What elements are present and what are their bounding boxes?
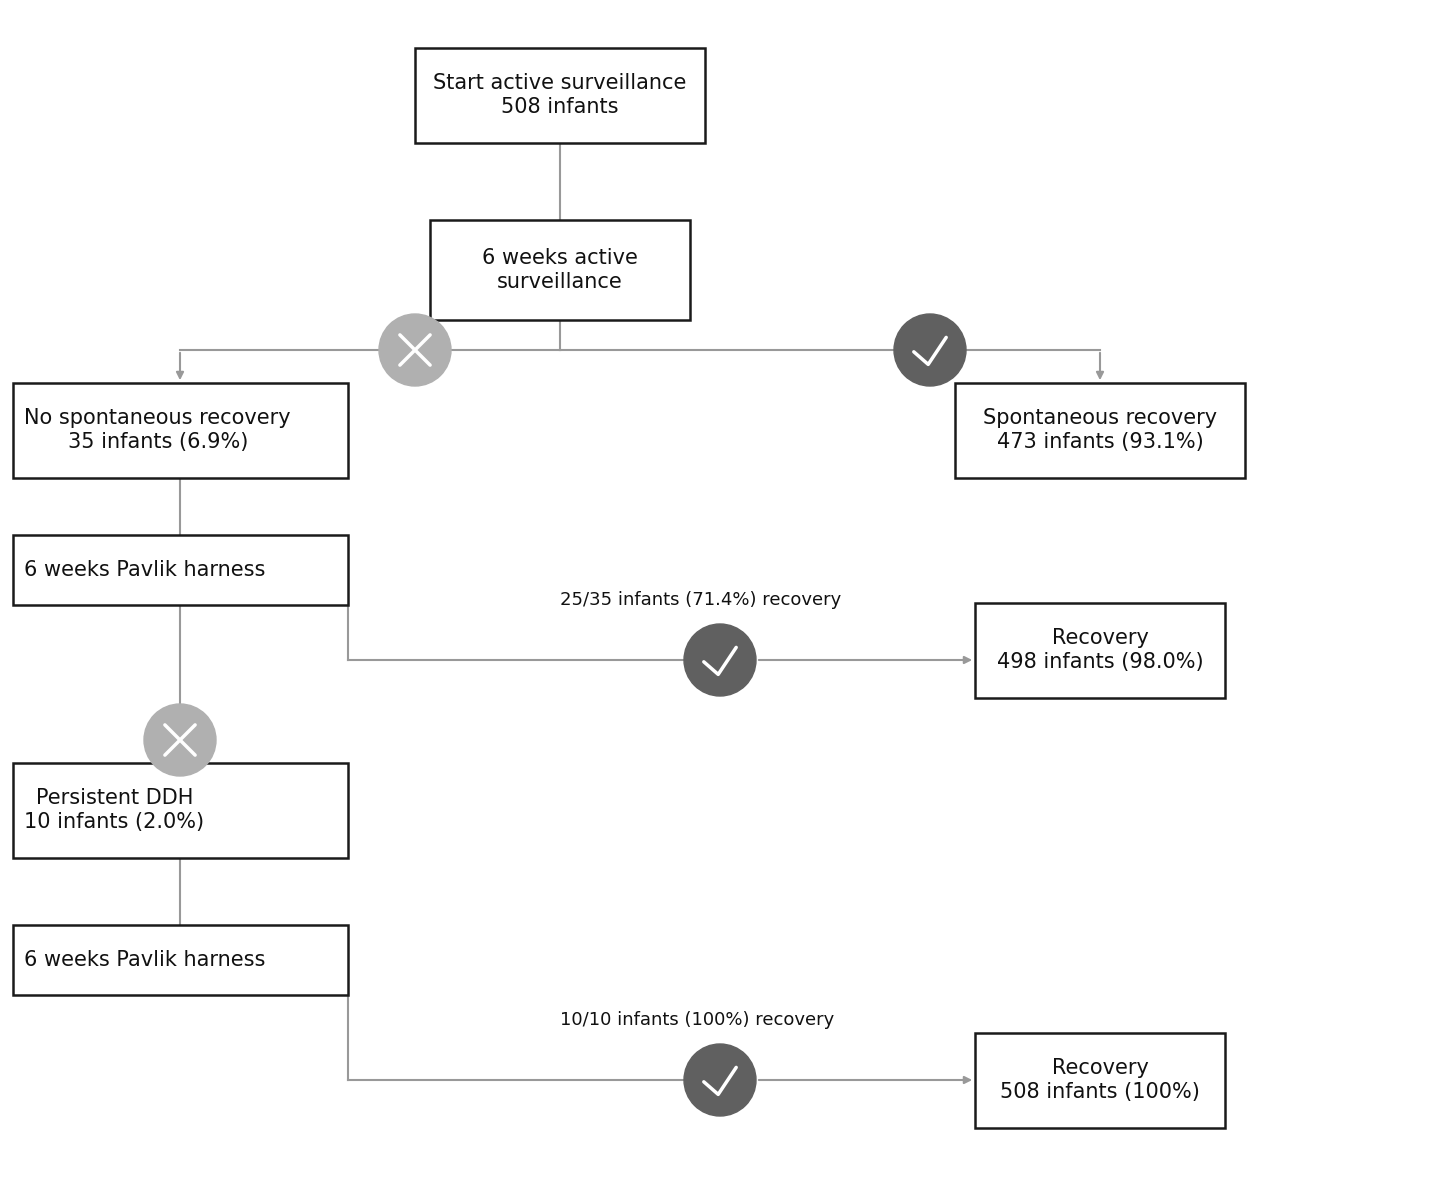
Text: 25/35 infants (71.4%) recovery: 25/35 infants (71.4%) recovery	[560, 591, 842, 609]
Text: Persistent DDH
10 infants (2.0%): Persistent DDH 10 infants (2.0%)	[25, 789, 205, 832]
Circle shape	[684, 1044, 757, 1116]
Bar	[13, 925, 348, 995]
Bar	[975, 602, 1225, 697]
Text: Spontaneous recovery
473 infants (93.1%): Spontaneous recovery 473 infants (93.1%)	[983, 408, 1217, 452]
Circle shape	[684, 624, 757, 696]
Circle shape	[378, 314, 451, 386]
Text: 6 weeks Pavlik harness: 6 weeks Pavlik harness	[25, 950, 266, 970]
Bar	[954, 383, 1245, 478]
Bar	[13, 535, 348, 604]
Text: Start active surveillance
508 infants: Start active surveillance 508 infants	[433, 73, 687, 117]
Bar	[13, 762, 348, 857]
Circle shape	[894, 314, 966, 386]
Text: 10/10 infants (100%) recovery: 10/10 infants (100%) recovery	[560, 1011, 835, 1029]
Bar	[430, 220, 690, 320]
Bar	[414, 47, 705, 142]
Text: Recovery
498 infants (98.0%): Recovery 498 infants (98.0%)	[996, 628, 1203, 672]
Text: 6 weeks Pavlik harness: 6 weeks Pavlik harness	[25, 560, 266, 580]
Circle shape	[144, 704, 217, 777]
Bar	[13, 383, 348, 478]
Bar	[975, 1033, 1225, 1127]
Text: Recovery
508 infants (100%): Recovery 508 infants (100%)	[1001, 1058, 1200, 1102]
Text: 6 weeks active
surveillance: 6 weeks active surveillance	[482, 248, 638, 291]
Text: No spontaneous recovery
35 infants (6.9%): No spontaneous recovery 35 infants (6.9%…	[25, 408, 292, 452]
